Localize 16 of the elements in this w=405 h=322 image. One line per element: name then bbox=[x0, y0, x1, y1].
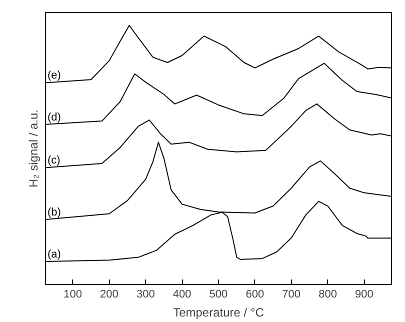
x-tick-label: 700 bbox=[282, 288, 301, 300]
x-tick-label: 200 bbox=[100, 288, 118, 300]
y-axis-title: H₂ signal / a.u. bbox=[26, 109, 40, 188]
series-label: (b) bbox=[48, 206, 61, 218]
series-label: (a) bbox=[48, 248, 61, 260]
series-label: (e) bbox=[48, 70, 61, 82]
x-tick-label: 500 bbox=[209, 288, 228, 300]
x-axis-title: Temperature / °C bbox=[173, 306, 264, 320]
x-tick-label: 300 bbox=[136, 288, 155, 300]
x-tick-label: 100 bbox=[64, 288, 82, 300]
x-tick-label: 600 bbox=[246, 288, 264, 300]
x-tick-label: 400 bbox=[172, 288, 192, 300]
series-label: (d) bbox=[48, 111, 61, 124]
x-tick-label: 800 bbox=[318, 288, 337, 300]
x-tick-label: 900 bbox=[355, 288, 374, 300]
series-label: (c) bbox=[48, 154, 60, 167]
